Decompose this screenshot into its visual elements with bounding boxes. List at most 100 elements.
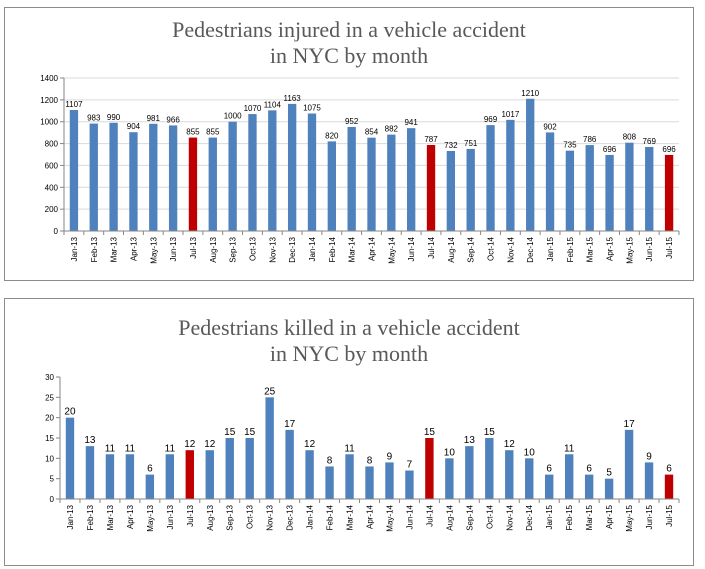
x-tick-label: Feb-13 [86, 504, 95, 530]
bar-dec-13 [285, 429, 294, 499]
x-tick-label: Nov-13 [266, 504, 275, 530]
data-label: 854 [365, 128, 379, 137]
bar-jul-15 [664, 474, 674, 499]
bar-may-14 [387, 134, 396, 231]
x-tick-label: Sep-13 [229, 236, 238, 262]
x-tick-label: Dec-14 [526, 236, 535, 262]
data-label: 787 [424, 135, 438, 144]
x-tick-label: Sep-13 [226, 504, 235, 530]
x-tick-label: Jan-13 [66, 504, 75, 529]
killed-chart-panel: Pedestrians killed in a vehicle accident… [4, 298, 694, 566]
bar-oct-14 [486, 125, 495, 231]
injured-bar-chart: 0 200 400 600 800 1000 1200 1400 1107 Jan-13 983 Fe… [40, 74, 680, 264]
bar-jun-13 [168, 125, 178, 231]
x-tick-label: Jun-14 [407, 236, 416, 261]
x-tick-label: Jul-13 [186, 504, 195, 526]
data-label: 15 [224, 427, 236, 438]
bar-feb-13 [85, 446, 95, 499]
x-tick-label: Feb-14 [326, 504, 335, 530]
chart-title: Pedestrians killed in a vehicle accident… [5, 315, 693, 367]
x-tick-label: Jul-13 [189, 236, 198, 258]
bar-jan-14 [307, 113, 317, 231]
data-label: 20 [64, 407, 76, 418]
data-label: 855 [206, 128, 220, 137]
data-label: 751 [464, 139, 478, 148]
x-tick-label: Jul-14 [427, 236, 436, 258]
y-tick-label: 400 [45, 183, 59, 192]
data-label: 8 [327, 455, 333, 466]
bar-mar-14 [347, 126, 356, 231]
x-tick-label: Apr-15 [606, 236, 615, 261]
bar-feb-14 [325, 466, 334, 499]
data-label: 8 [367, 455, 373, 466]
data-label: 902 [543, 122, 557, 131]
y-tick-label: 600 [45, 161, 59, 170]
data-label: 1075 [303, 104, 321, 113]
bar-aug-14 [446, 151, 456, 231]
bar-dec-14 [526, 98, 535, 231]
x-tick-label: Jul-15 [665, 504, 674, 526]
data-label: 9 [387, 451, 393, 462]
bar-mar-15 [584, 474, 594, 499]
data-label: 6 [666, 464, 672, 475]
bar-sep-14 [465, 446, 474, 499]
data-label: 12 [304, 439, 316, 450]
data-label: 966 [166, 115, 180, 124]
bar-feb-14 [327, 141, 336, 231]
data-label: 12 [504, 439, 516, 450]
bar-dec-13 [287, 103, 297, 231]
data-label: 13 [84, 435, 96, 446]
bar-aug-14 [445, 458, 454, 499]
x-tick-label: Apr-14 [368, 236, 377, 261]
data-label: 1104 [264, 100, 282, 109]
bar-oct-14 [485, 438, 494, 499]
x-tick-label: Jun-15 [645, 236, 654, 261]
data-label: 981 [147, 114, 161, 123]
data-label: 1070 [244, 104, 262, 113]
x-tick-label: Oct-14 [485, 504, 494, 529]
data-label: 15 [424, 427, 436, 438]
data-label: 1163 [284, 94, 302, 103]
data-label: 11 [105, 443, 116, 454]
x-tick-label: Jan-14 [308, 236, 317, 261]
x-tick-label: Oct-14 [487, 236, 496, 261]
y-tick-label: 0 [50, 495, 55, 504]
data-label: 696 [662, 145, 676, 154]
bar-sep-13 [225, 438, 234, 499]
y-tick-label: 5 [50, 475, 55, 484]
bar-mar-13 [109, 122, 118, 231]
bar-feb-13 [89, 123, 98, 231]
chart-title-line-1: Pedestrians injured in a vehicle acciden… [172, 17, 526, 42]
injured-chart-panel: Pedestrians injured in a vehicle acciden… [4, 7, 694, 281]
bar-apr-14 [365, 466, 374, 499]
x-tick-label: Nov-14 [506, 236, 515, 262]
x-tick-label: Mar-14 [348, 236, 357, 262]
x-tick-label: May-15 [625, 504, 634, 531]
data-label: 17 [624, 419, 636, 430]
x-tick-label: Jun-14 [405, 504, 414, 529]
y-tick-label: 200 [45, 205, 59, 214]
data-label: 1210 [521, 89, 539, 98]
x-tick-label: Sep-14 [467, 236, 476, 262]
data-label: 6 [546, 464, 552, 475]
data-label: 882 [385, 125, 399, 134]
bar-nov-13 [265, 397, 274, 499]
x-tick-label: Aug-13 [209, 236, 218, 262]
killed-bar-chart: 0 5 10 15 20 25 30 20 Jan-13 13 Feb-13 11 Mar-13 11 Ap… [45, 373, 680, 532]
y-tick-label: 20 [45, 414, 54, 423]
bar-apr-15 [605, 154, 614, 231]
bar-apr-13 [125, 454, 135, 499]
data-label: 11 [344, 443, 355, 454]
data-label: 786 [583, 135, 597, 144]
data-label: 1000 [224, 112, 242, 121]
bar-nov-14 [506, 119, 515, 231]
x-tick-label: May-14 [385, 504, 394, 531]
data-label: 808 [623, 133, 637, 142]
data-label: 990 [107, 113, 121, 122]
bar-jul-15 [664, 154, 674, 231]
bar-nov-14 [505, 450, 514, 499]
x-tick-label: Feb-15 [565, 504, 574, 530]
data-label: 952 [345, 117, 359, 126]
x-tick-label: Nov-14 [505, 504, 514, 530]
bar-mar-15 [585, 145, 594, 231]
